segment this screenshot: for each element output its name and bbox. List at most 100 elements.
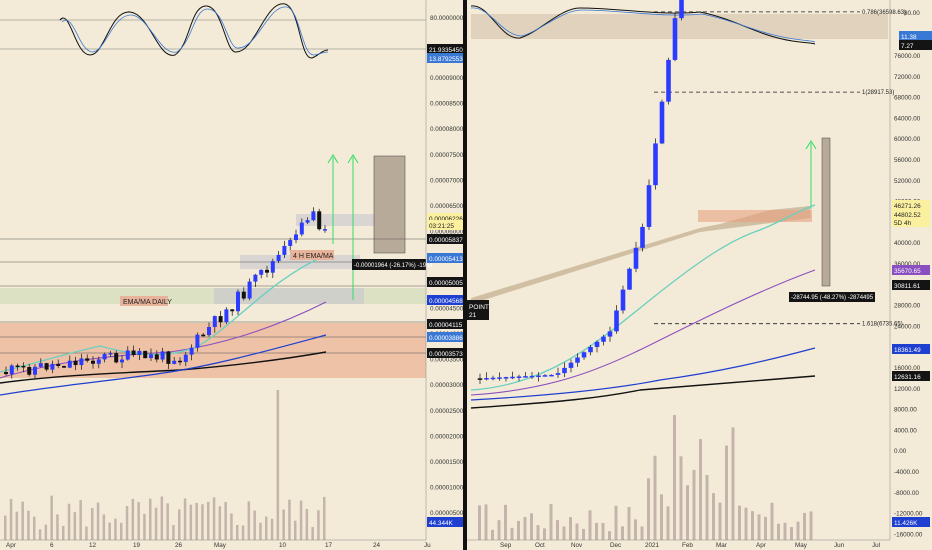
left-candle-body	[102, 353, 107, 360]
left-volume-bar	[317, 510, 320, 540]
right-candle-body	[477, 378, 483, 380]
right-y-tick-label: -8000.00	[894, 490, 919, 497]
right-volume-bar	[725, 445, 728, 540]
left-y-tick-label: 0.00007000	[430, 177, 464, 184]
right-volume-bar	[686, 485, 689, 540]
right-measure-label: -28744.95 (-48.27%) -2874495	[791, 295, 874, 301]
right-y-tick-label: 4000.00	[894, 427, 917, 434]
right-volume-bar	[796, 521, 800, 540]
right-volume-bar	[699, 439, 702, 540]
left-osc-badge-a-text: 21.93354501	[429, 47, 467, 54]
left-stoch-d-line	[61, 6, 329, 56]
right-x-tick-label: Feb	[682, 542, 693, 549]
right-volume-bar	[640, 526, 644, 540]
left-candle-body	[230, 309, 235, 312]
right-osc-badge-b-text: 7.27	[901, 43, 914, 50]
right-volume-bar	[556, 520, 559, 540]
right-volume-bar	[653, 455, 657, 540]
left-candle-body	[33, 366, 37, 375]
right-candle-body	[503, 377, 509, 379]
left-volume-bar	[108, 522, 111, 540]
left-candle-body	[21, 365, 26, 368]
left-volume-bar	[44, 524, 48, 540]
right-volume-bar	[705, 474, 709, 540]
right-candle-body	[510, 376, 515, 379]
left-label-daily-bg	[120, 296, 168, 306]
left-volume-bar	[9, 498, 13, 540]
right-x-tick-label: Apr	[756, 542, 766, 549]
right-candle-body	[601, 336, 606, 342]
right-volume-bar	[504, 504, 507, 540]
left-volume-bar	[62, 525, 65, 540]
left-y-tick-label: 0.00003500	[430, 357, 464, 364]
left-candle-body	[56, 363, 61, 366]
left-candle-body	[218, 316, 223, 323]
left-x-tick-label: Ju	[424, 542, 431, 549]
right-price-badge-0-text: 46271.26	[894, 203, 921, 210]
left-osc-badge-b-text: 13.87925531	[429, 56, 467, 63]
right-point-label-2: 21	[469, 312, 477, 319]
left-candle-body	[265, 269, 269, 273]
left-price-badge-5-bg	[427, 295, 465, 305]
left-y-tick-label: 0.00008000	[430, 126, 464, 133]
left-volume-bar	[282, 509, 285, 540]
left-volume-bar	[67, 503, 71, 540]
right-volume-bar	[627, 506, 631, 540]
right-y-tick-label: -4000.00	[894, 469, 919, 476]
left-label-daily: EMA/MA DAILY	[123, 299, 172, 306]
right-y-tick-label: 68000.00	[894, 95, 921, 102]
right-y-tick-label: 16000.00	[894, 365, 921, 372]
left-label-4h-bg	[290, 250, 334, 260]
left-osc-tick-80: 80.00000000	[430, 15, 467, 22]
right-candle-body	[484, 378, 489, 380]
left-volume-bar	[143, 513, 146, 540]
left-volume-bar	[218, 506, 222, 540]
left-volume-bar	[323, 496, 326, 540]
left-candle-body	[91, 360, 95, 364]
right-volume-bar	[484, 504, 488, 540]
left-volume-bar	[299, 500, 303, 540]
left-x-tick-label: 12	[89, 542, 97, 549]
left-y-tick-label: 0.00008500	[430, 101, 464, 108]
right-volume-bar	[764, 516, 767, 540]
right-candle-body	[672, 18, 678, 60]
right-y-tick-label: 24000.00	[894, 323, 921, 330]
right-volume-bar	[530, 513, 533, 540]
right-volume-bar	[478, 505, 481, 540]
fib-label-5: 0.786(36598.63)	[862, 10, 906, 16]
left-volume-bar	[102, 514, 106, 540]
left-candle-body	[62, 365, 66, 368]
left-price-badge-1-bg	[427, 220, 465, 230]
right-y-tick-label: 36000.00	[894, 261, 921, 268]
left-price-badge-1-text: 03:21:25	[429, 223, 454, 230]
left-price-badge-9-text: 44.344K	[429, 520, 454, 527]
left-volume-bar	[195, 502, 198, 540]
right-x-tick-label: Jul	[872, 542, 880, 549]
left-volume-bar	[21, 501, 24, 540]
left-volume-bar	[183, 498, 187, 540]
left-candle-body	[131, 350, 136, 355]
right-candle-body	[529, 375, 535, 378]
left-candle-body	[178, 360, 182, 363]
right-volume-bar	[536, 525, 540, 540]
left-candle-body	[160, 351, 165, 360]
right-price-badge-4-text: 30811.61	[894, 283, 921, 290]
right-price-badge-1-bg	[892, 209, 930, 219]
left-chart-panel: 4 H EMA/MA EMA/MA DAILY -0.00001964 (-26.1…	[0, 0, 467, 550]
right-candle-body	[536, 375, 541, 378]
left-candle-body	[253, 274, 258, 282]
left-volume-bar	[33, 516, 36, 540]
left-y-tick-label: 0.00006500	[430, 203, 464, 210]
right-price-badge-5-text: 18361.49	[894, 347, 921, 354]
left-osc-badge-b-bg	[427, 53, 465, 63]
right-volume-bar	[738, 505, 741, 540]
right-candle-body	[633, 247, 639, 269]
right-volume-bar	[712, 493, 715, 540]
right-y-tick-label: 40000.00	[894, 240, 921, 247]
left-volume-bar	[207, 501, 210, 540]
left-candle-body	[282, 245, 287, 255]
right-price-badge-7-text: 11.426K	[894, 520, 918, 527]
left-price-badge-6-bg	[427, 319, 465, 329]
left-volume-bar	[56, 514, 59, 540]
left-candle-body	[201, 334, 206, 337]
